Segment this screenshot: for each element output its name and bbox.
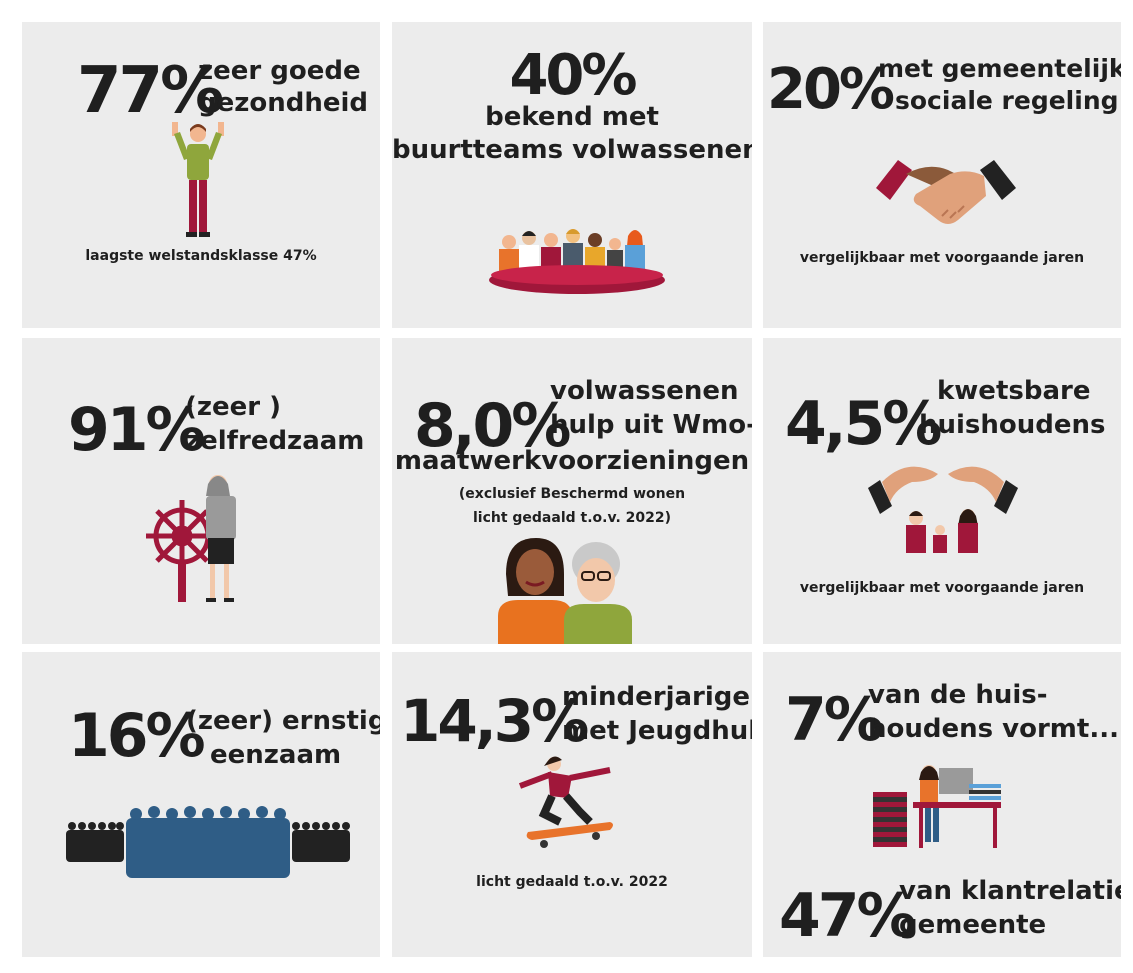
handshake-icon [876, 160, 1016, 224]
stat-label-line-2: buurtteams volwassenen [392, 135, 752, 165]
stat-label-line-1: minderjarigen [562, 682, 752, 712]
stat-label-line-4: gemeente [899, 910, 1047, 940]
footnote-line-2: licht gedaald t.o.v. 2022) [472, 510, 672, 526]
stat-value: 14,3% [400, 687, 589, 755]
group-at-table-icon [489, 229, 665, 294]
stat-label-line-2: huishoudens [919, 410, 1106, 440]
tile-buurtteams: 40% bekend met buurtteams volwassenen [392, 22, 752, 328]
stat-label-line-2: eenzaam [210, 740, 342, 770]
stat-label-line-2: sociale regeling [895, 86, 1119, 115]
stat-label-line-2: gezondheid [198, 88, 369, 118]
stat-label-line-1: zeer goede [198, 56, 361, 86]
stat-label-line-2: houdens vormt... [868, 714, 1119, 744]
stat-label-line-1: (zeer) ernstig [186, 706, 380, 736]
stat-value: 20% [767, 57, 895, 122]
tile-lonely: 16% (zeer) ernstig eenzaam [22, 652, 380, 957]
tile-vulnerable-households: 4,5% kwetsbare huishoudens vergelijkbaar… [763, 338, 1121, 644]
stat-value: 91% [68, 395, 206, 465]
protecting-hands-family-icon [868, 466, 1018, 553]
two-women-icon [498, 538, 632, 644]
tile-wmo-help: 8,0% volwassenen hulp uit Wmo- maatwerkv… [392, 338, 752, 644]
tile-households-customer-relations: 7% van de huis- houdens vormt... 47% van… [763, 652, 1121, 957]
stat-value: 77% [77, 54, 224, 128]
stat-label-line-1: met gemeentelijke [878, 54, 1121, 83]
footnote: licht gedaald t.o.v. 2022 [476, 874, 668, 890]
stat-value: 40% [509, 43, 637, 108]
tile-youth-care: 14,3% minderjarigen met Jeugdhulp licht … [392, 652, 752, 957]
stat-label-line-1: bekend met [485, 102, 659, 132]
footnote: vergelijkbaar met voorgaande jaren [799, 580, 1085, 596]
stat-label-line-1: (zeer ) [185, 392, 282, 422]
tile-good-health: 77% zeer goede gezondheid laagste welsta… [22, 22, 380, 328]
person-raising-arms-icon [172, 122, 224, 237]
stat-value: 16% [68, 701, 206, 771]
tile-self-reliant: 91% (zeer ) zelfredzaam [22, 338, 380, 644]
footnote-line-1: (exclusief Beschermd wonen [458, 486, 686, 502]
stat-label-line-1: kwetsbare [937, 376, 1091, 406]
stat-label-line-2: zelfredzaam [185, 426, 365, 456]
stat-label-line-3: van klantrelaties [899, 876, 1121, 906]
office-desk-worker-icon [873, 765, 1001, 848]
stat-value: 4,5% [785, 389, 942, 459]
stat-label-line-2: hulp uit Wmo- [550, 410, 752, 440]
crowd-icon [66, 806, 350, 878]
stat-label-line-2: met Jeugdhulp [562, 716, 752, 746]
skateboarder-icon [518, 756, 613, 848]
tile-social-regulation: 20% met gemeentelijke sociale regeling v… [763, 22, 1121, 328]
woman-with-ship-wheel-icon [146, 475, 236, 602]
stat-label-line-1: van de huis- [868, 680, 1048, 710]
stat-value-2: 47% [779, 881, 917, 951]
footnote: laagste welstandsklasse 47% [85, 248, 317, 264]
stat-label-line-3: maatwerkvoorzieningen [394, 446, 750, 476]
stat-value: 7% [785, 685, 884, 755]
stat-label-line-1: volwassenen [550, 376, 739, 406]
footnote: vergelijkbaar met voorgaande jaren [799, 250, 1085, 266]
stat-value: 8,0% [414, 391, 571, 461]
